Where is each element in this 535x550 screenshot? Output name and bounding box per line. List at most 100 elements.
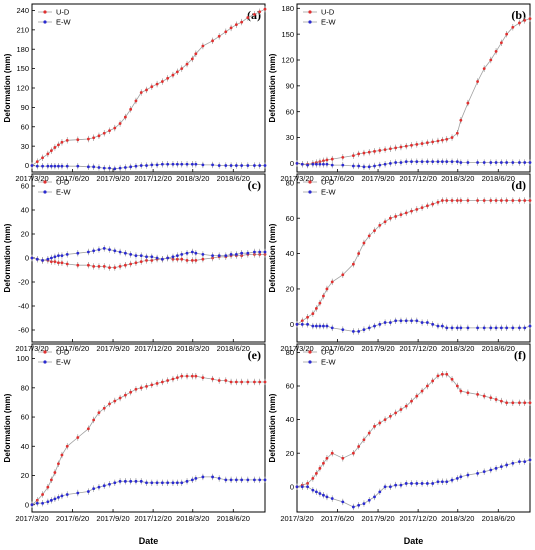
data-point (217, 254, 221, 257)
y-tick-label: 150 (281, 30, 294, 39)
y-tick-label: 120 (281, 56, 294, 65)
x-axis-label: Date (139, 536, 159, 546)
data-point (263, 478, 267, 482)
y-tick-label: 40 (286, 415, 294, 424)
data-point (145, 384, 148, 388)
x-tick-label: 2017/9/20 (361, 174, 394, 183)
y-tick-label: 80 (21, 383, 29, 392)
y-tick-label: 60 (286, 382, 294, 391)
data-point (129, 262, 133, 266)
data-point (388, 147, 392, 151)
data-point (65, 138, 69, 142)
data-point (318, 301, 322, 305)
data-point (357, 164, 361, 168)
data-point (300, 162, 304, 166)
data-point (322, 162, 325, 166)
data-point (123, 251, 127, 255)
data-point (180, 257, 184, 261)
data-point (482, 394, 486, 398)
data-point (357, 445, 361, 448)
data-point (445, 480, 449, 484)
y-tick-label: 80 (286, 348, 294, 357)
data-point (445, 372, 449, 376)
data-point (505, 463, 509, 467)
data-point (330, 326, 334, 330)
data-point (234, 164, 238, 167)
data-point (41, 493, 44, 496)
data-point (65, 493, 69, 496)
data-point (505, 161, 509, 164)
data-point (171, 162, 175, 166)
data-point (113, 266, 117, 269)
data-point (330, 280, 334, 284)
data-point (311, 324, 315, 328)
data-point (217, 164, 221, 167)
data-point (295, 485, 299, 489)
data-point (311, 477, 315, 480)
data-point (440, 324, 444, 328)
data-point (383, 162, 387, 166)
data-point (229, 253, 233, 256)
data-point (494, 49, 498, 53)
data-point (65, 253, 69, 256)
data-point (431, 140, 435, 144)
y-tick-label: 0 (25, 500, 29, 509)
data-point (388, 216, 392, 220)
plot-frame (296, 3, 531, 173)
data-point (440, 199, 444, 202)
y-axis-label: Deformation (mm) (3, 53, 12, 122)
data-point (431, 160, 435, 164)
data-point (175, 481, 179, 485)
x-tick-label: 2017/6/20 (56, 344, 89, 353)
data-point (306, 322, 309, 326)
data-point (194, 477, 198, 480)
x-tick-label: 2017/6/20 (56, 174, 89, 183)
y-tick-label: 20 (21, 471, 29, 480)
data-point (46, 164, 50, 168)
data-point (194, 251, 198, 255)
data-point (263, 250, 267, 254)
data-point (528, 458, 532, 462)
data-point (49, 260, 53, 263)
plot-frame (31, 343, 266, 513)
data-point (362, 438, 366, 442)
data-point (311, 488, 315, 492)
data-point (518, 326, 521, 330)
data-point (455, 160, 459, 164)
data-point (351, 164, 355, 168)
data-point (201, 376, 205, 379)
data-point (518, 460, 521, 463)
data-point (482, 326, 486, 330)
data-point (258, 10, 262, 14)
data-point (134, 164, 138, 168)
data-point (518, 21, 521, 25)
data-point (150, 259, 154, 262)
data-point (306, 482, 309, 485)
data-point (234, 253, 238, 256)
data-point (76, 138, 80, 142)
data-point (53, 471, 57, 474)
data-point (459, 199, 463, 202)
data-point (129, 479, 133, 483)
y-tick-label: 210 (16, 25, 29, 34)
data-point (258, 164, 262, 167)
data-point (466, 161, 470, 164)
data-point (97, 485, 101, 489)
data-point (118, 479, 122, 483)
data-point (150, 163, 154, 167)
data-point (511, 461, 515, 465)
data-point (523, 401, 527, 405)
data-point (171, 481, 175, 485)
data-point (410, 399, 413, 403)
data-point (362, 328, 366, 332)
y-tick-label: 100 (16, 354, 29, 363)
x-tick-label: 2018/6/20 (482, 344, 515, 353)
x-tick-label: 2017/6/20 (321, 174, 354, 183)
x-tick-label: 2018/6/20 (217, 344, 250, 353)
data-point (410, 143, 413, 147)
y-tick-label: 40 (21, 206, 29, 215)
data-point (145, 88, 148, 92)
data-point (399, 408, 403, 411)
series-line (296, 373, 530, 488)
data-point (351, 505, 355, 509)
